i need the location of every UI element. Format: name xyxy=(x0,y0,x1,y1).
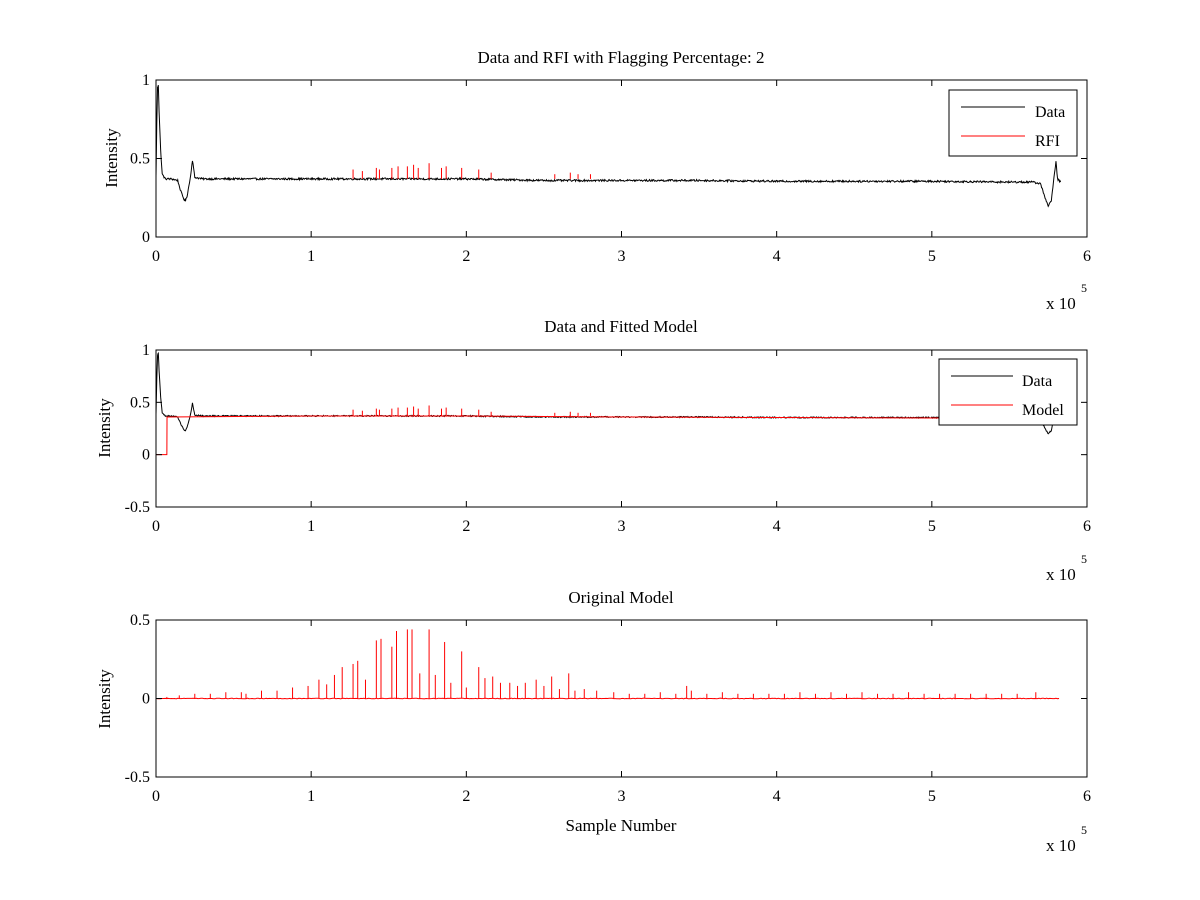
x-tick-label: 5 xyxy=(928,518,936,535)
x-tick-label: 6 xyxy=(1083,518,1091,535)
y-tick-label: 0.5 xyxy=(130,394,150,411)
axis-ticks: 0 1 2 3 4 5 6-0.500.5 xyxy=(125,612,1091,805)
subplot-data-fitted-model: Data and Fitted Model Intensity 0 1 2 3 4 5 6 -… xyxy=(95,317,1091,584)
legend-label-data: Data xyxy=(1035,104,1065,121)
x-tick-label: 6 xyxy=(1083,248,1091,265)
x-tick-label: 2 xyxy=(462,248,470,265)
plot-area xyxy=(156,85,1062,208)
subplot-data-rfi: Data and RFI with Flagging Percentage: 2… xyxy=(102,48,1091,313)
x-exponent: x 10 5 xyxy=(1046,823,1087,855)
legend-label-model: Model xyxy=(1022,402,1064,419)
axis-ticks: 0 1 2 3 4 5 6 0 0.5 1 xyxy=(130,72,1091,265)
x-tick-label: 1 xyxy=(307,518,315,535)
x-tick-label: 3 xyxy=(618,248,626,265)
y-axis-label: Intensity xyxy=(95,669,114,729)
x-exponent-label: x 10 xyxy=(1046,294,1076,313)
x-tick-label: 3 xyxy=(618,788,626,805)
x-exponent: x 10 5 xyxy=(1046,281,1087,313)
y-tick-label: -0.5 xyxy=(125,769,150,786)
y-axis-label: Intensity xyxy=(102,128,121,188)
x-exponent-power: 5 xyxy=(1081,552,1087,566)
x-tick-label: 1 xyxy=(307,248,315,265)
legend: Data Model xyxy=(938,358,1078,426)
x-axis-label: Sample Number xyxy=(566,816,677,835)
y-tick-label: 0.5 xyxy=(130,151,150,168)
legend-label-data: Data xyxy=(1022,373,1052,390)
x-tick-label: 4 xyxy=(773,248,781,265)
y-tick-label: 0 xyxy=(142,229,150,246)
axis-ticks: 0 1 2 3 4 5 6-0.500.51 xyxy=(125,342,1091,535)
x-exponent-label: x 10 xyxy=(1046,565,1076,584)
x-tick-label: 0 xyxy=(152,248,160,265)
x-tick-label: 6 xyxy=(1083,788,1091,805)
y-tick-label: 1 xyxy=(142,342,150,359)
x-exponent: x 10 5 xyxy=(1046,552,1087,584)
legend-box xyxy=(948,89,1078,157)
y-tick-label: 1 xyxy=(142,72,150,89)
y-tick-label: 0 xyxy=(142,447,150,464)
x-exponent-power: 5 xyxy=(1081,823,1087,837)
subplot-title: Data and RFI with Flagging Percentage: 2 xyxy=(477,48,764,67)
x-tick-label: 3 xyxy=(618,518,626,535)
legend: Data RFI xyxy=(948,89,1078,157)
x-tick-label: 4 xyxy=(773,788,781,805)
x-tick-label: 0 xyxy=(152,518,160,535)
subplot-title: Original Model xyxy=(568,588,674,607)
x-tick-label: 4 xyxy=(773,518,781,535)
series-line-data xyxy=(156,85,1062,208)
subplot-original-model: Original Model Intensity 0 1 2 3 4 5 6-0.500.5… xyxy=(95,588,1091,855)
x-exponent-label: x 10 xyxy=(1046,836,1076,855)
x-tick-label: 1 xyxy=(307,788,315,805)
y-axis-label: Intensity xyxy=(95,398,114,458)
series-baseline-series xyxy=(156,697,1060,700)
y-tick-label: 0.5 xyxy=(130,612,150,629)
series-line-model xyxy=(156,415,1061,456)
x-exponent-power: 5 xyxy=(1081,281,1087,295)
plot-area xyxy=(156,351,1062,456)
x-tick-label: 0 xyxy=(152,788,160,805)
y-tick-label: -0.5 xyxy=(125,499,150,516)
plot-area xyxy=(156,629,1060,700)
legend-box xyxy=(938,358,1078,426)
x-tick-label: 5 xyxy=(928,248,936,265)
x-tick-label: 2 xyxy=(462,518,470,535)
y-tick-label: 0 xyxy=(142,691,150,708)
subplot-title: Data and Fitted Model xyxy=(544,317,698,336)
legend-label-rfi: RFI xyxy=(1035,133,1060,150)
x-tick-label: 5 xyxy=(928,788,936,805)
x-tick-label: 2 xyxy=(462,788,470,805)
